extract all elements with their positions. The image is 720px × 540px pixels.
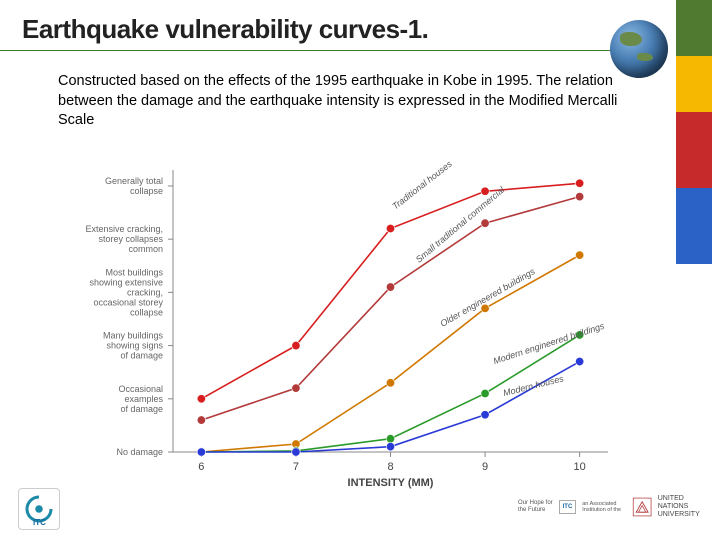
itc-assoc-text: an Associated Institution of the	[582, 501, 625, 513]
svg-text:Generally total: Generally total	[105, 176, 163, 186]
accent-bar-2	[676, 112, 712, 188]
unu-line2: UNIVERSITY	[658, 511, 708, 519]
svg-text:Modern engineered buildings: Modern engineered buildings	[492, 321, 606, 367]
svg-text:No damage: No damage	[116, 447, 163, 457]
svg-text:storey collapses: storey collapses	[98, 234, 163, 244]
vulnerability-chart: No damageOccasionalexamplesof damageMany…	[18, 160, 628, 495]
hope-text: Our Hope for the Future	[518, 500, 553, 513]
unu-logo-block: UNITED NATIONS UNIVERSITY	[631, 494, 708, 520]
svg-text:6: 6	[198, 461, 204, 473]
accent-bar-3	[676, 188, 712, 264]
accent-bars	[676, 0, 712, 310]
accent-bar-1	[676, 56, 712, 112]
svg-text:showing signs: showing signs	[106, 341, 163, 351]
svg-text:common: common	[128, 244, 163, 254]
svg-text:of damage: of damage	[120, 351, 163, 361]
svg-text:10: 10	[574, 461, 586, 473]
chart-svg: No damageOccasionalexamplesof damageMany…	[18, 160, 628, 495]
svg-text:8: 8	[387, 461, 393, 473]
accent-bar-0	[676, 0, 712, 56]
unu-line1: UNITED NATIONS	[658, 495, 708, 510]
svg-text:occasional storey: occasional storey	[93, 297, 163, 307]
itc-logo-text: ITC	[33, 518, 46, 527]
svg-text:INTENSITY (MM): INTENSITY (MM)	[348, 477, 434, 489]
svg-text:cracking,: cracking,	[127, 287, 163, 297]
svg-text:examples: examples	[124, 394, 163, 404]
svg-text:Small traditional commercial: Small traditional commercial	[414, 184, 507, 265]
unu-icon	[631, 494, 653, 520]
globe-icon	[610, 20, 668, 78]
title-underline	[0, 50, 640, 51]
svg-text:9: 9	[482, 461, 488, 473]
svg-text:Extensive cracking,: Extensive cracking,	[85, 224, 163, 234]
svg-text:Occasional: Occasional	[118, 384, 163, 394]
itc-logo: ITC	[18, 488, 60, 530]
slide: Earthquake vulnerability curves-1. Const…	[0, 0, 720, 540]
svg-text:of damage: of damage	[120, 404, 163, 414]
svg-text:Most buildings: Most buildings	[105, 267, 163, 277]
svg-text:7: 7	[293, 461, 299, 473]
footer-logos: Our Hope for the Future ITC an Associate…	[518, 482, 708, 532]
svg-text:Older engineered buildings: Older engineered buildings	[439, 266, 538, 329]
body-paragraph: Constructed based on the effects of the …	[58, 72, 618, 131]
svg-text:Traditional houses: Traditional houses	[390, 160, 454, 211]
unu-text: UNITED NATIONS UNIVERSITY	[658, 495, 708, 518]
itc-mini-logo: ITC	[559, 500, 577, 514]
svg-text:Many buildings: Many buildings	[103, 331, 164, 341]
svg-text:showing extensive: showing extensive	[89, 277, 163, 287]
svg-text:collapse: collapse	[130, 307, 163, 317]
svg-text:collapse: collapse	[130, 186, 163, 196]
